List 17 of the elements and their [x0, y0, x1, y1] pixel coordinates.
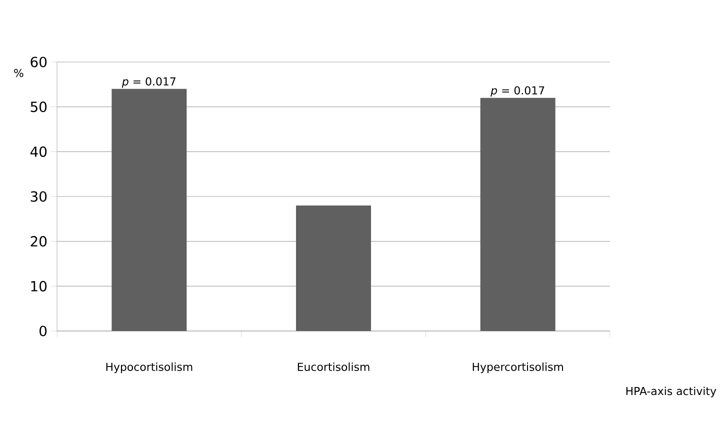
bar — [112, 88, 187, 331]
annotation: p = 0.017 — [490, 86, 544, 97]
bar — [480, 98, 556, 331]
annotation: p = 0.017 — [122, 77, 176, 88]
x-tick-label: Hypocortisolism — [106, 362, 192, 374]
y-tick-label: 30 — [30, 191, 47, 202]
y-tick-label: 40 — [30, 146, 47, 157]
y-tick-label: 0 — [40, 326, 47, 336]
x-axis-title: HPA-axis activity — [626, 386, 716, 398]
x-tick-label: Eucortisolism — [298, 362, 370, 371]
bar — [296, 205, 372, 331]
y-tick-label: 20 — [30, 236, 47, 247]
y-axis-title: % — [14, 68, 24, 78]
x-tick-label: Hypercortisolism — [472, 362, 563, 374]
y-tick-label: 10 — [31, 280, 47, 292]
y-tick-label: 50 — [30, 102, 47, 112]
y-tick-label: 60 — [30, 56, 47, 68]
